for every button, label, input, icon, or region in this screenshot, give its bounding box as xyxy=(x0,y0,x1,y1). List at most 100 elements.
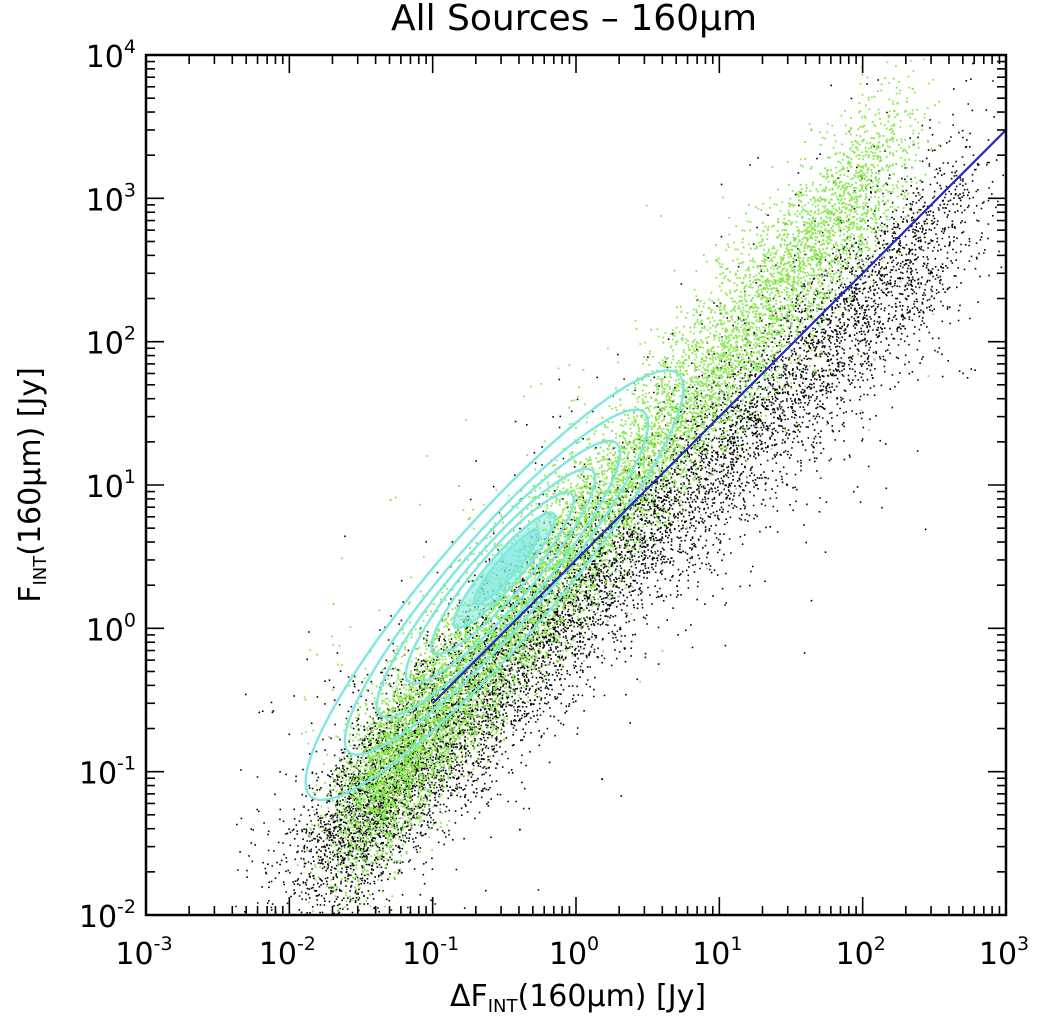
x-tick-label: 103 xyxy=(979,933,1029,972)
y-tick-label-base: 10 xyxy=(86,183,124,218)
scatter-point-black xyxy=(676,585,678,587)
x-tick-label-exp: -1 xyxy=(440,933,459,955)
x-tick-labels: 10-3 10-2 10-1 100 101 102 103 xyxy=(115,933,1029,972)
contour-level xyxy=(404,467,597,685)
scatter-point-black xyxy=(475,760,478,763)
scatter-point-green xyxy=(676,316,679,319)
scatter-point-green xyxy=(576,441,578,444)
x-tick-label-base: 10 xyxy=(549,937,587,972)
scatter-point-green xyxy=(444,585,447,588)
scatter-point-green xyxy=(553,464,556,467)
x-axis-label-suffix: (160μm) [Jy] xyxy=(518,979,707,1014)
scatter-point-black xyxy=(787,384,790,387)
scatter-point-green xyxy=(332,603,335,606)
y-tick-label-base: 10 xyxy=(79,900,117,935)
y-axis-label-suffix: (160μm) [Jy] xyxy=(13,367,48,556)
y-tick-label-base: 10 xyxy=(86,327,124,362)
scatter-point-black xyxy=(601,778,604,781)
scatter-point-green xyxy=(619,473,622,476)
scatter-point-green xyxy=(719,273,722,276)
scatter-layer xyxy=(235,58,1004,915)
scatter-point-black xyxy=(705,448,708,451)
scatter-point-green xyxy=(644,373,647,376)
y-tick-label-exp: 4 xyxy=(124,36,136,58)
scatter-point-green xyxy=(719,384,722,387)
scatter-point-green xyxy=(905,100,908,103)
scatter-point-black xyxy=(819,355,822,358)
contour-layer xyxy=(304,369,685,802)
y-axis-label-sub: INT xyxy=(30,555,51,586)
x-tick-label-base: 10 xyxy=(259,937,297,972)
y-tick-label: 100 xyxy=(86,609,136,648)
scatter-point-green xyxy=(375,685,378,688)
x-tick-label-exp: 1 xyxy=(730,933,742,955)
scatter-point-black xyxy=(762,398,765,401)
scatter-point-black xyxy=(719,427,722,430)
x-axis-label-prefix: ΔF xyxy=(450,979,488,1014)
scatter-point-black xyxy=(457,650,460,653)
contour-level xyxy=(472,529,541,606)
scatter-point-green xyxy=(475,542,478,545)
scatter-point-green xyxy=(432,642,435,645)
scatter-point-black xyxy=(762,498,765,501)
scatter-point-black xyxy=(676,473,678,476)
scatter-point-black xyxy=(905,298,908,301)
scatter-point-black xyxy=(819,441,822,444)
scatter-point-black xyxy=(644,498,647,501)
contour-level xyxy=(430,491,575,656)
chart-title: All Sources – 160μm xyxy=(391,0,757,39)
x-tick-label-exp: 0 xyxy=(587,933,599,955)
scatter-point-black xyxy=(601,534,604,537)
x-tick-label: 101 xyxy=(692,933,742,972)
x-tick-label-base: 10 xyxy=(115,937,153,972)
x-tick-label: 10-3 xyxy=(115,933,172,972)
x-tick-label-base: 10 xyxy=(836,937,874,972)
scatter-point-black xyxy=(357,728,360,731)
scatter-point-green xyxy=(697,298,700,301)
y-tick-label-exp: -2 xyxy=(117,896,136,918)
scatter-point-green xyxy=(576,516,578,519)
y-tick-label-exp: -1 xyxy=(117,753,136,775)
scatter-point-black xyxy=(432,671,435,674)
scatter-point-green xyxy=(819,173,822,176)
y-tick-label-exp: 0 xyxy=(124,609,136,631)
x-tick-label-exp: -3 xyxy=(154,933,173,955)
scatter-point-green xyxy=(457,559,460,562)
contour-level xyxy=(304,369,685,802)
x-axis-label-sub: INT xyxy=(488,996,519,1017)
scatter-point-black xyxy=(619,628,621,631)
contour-level xyxy=(343,408,650,756)
scatter-point-black xyxy=(576,550,578,553)
y-tick-label: 101 xyxy=(86,466,136,505)
y-tick-label-exp: 1 xyxy=(124,466,136,488)
scatter-point-green xyxy=(432,603,435,606)
x-tick-label: 100 xyxy=(549,933,599,972)
scatter-point-green xyxy=(619,398,622,401)
x-tick-label: 102 xyxy=(836,933,886,972)
scatter-point-black xyxy=(475,634,478,637)
y-tick-label-exp: 3 xyxy=(124,179,136,201)
y-tick-label-base: 10 xyxy=(86,40,124,75)
contour-level xyxy=(375,439,622,719)
x-tick-label-exp: 3 xyxy=(1017,933,1029,955)
scatter-point-black xyxy=(862,316,865,319)
y-axis-label: FINT(160μm) [Jy] xyxy=(13,367,51,603)
x-tick-label-base: 10 xyxy=(402,937,440,972)
scatter-point-green xyxy=(457,485,460,487)
fit-line-layer xyxy=(431,129,1007,705)
x-axis-label: ΔFINT(160μm) [Jy] xyxy=(450,979,706,1017)
y-tick-label-exp: 2 xyxy=(124,323,136,345)
x-tick-label: 10-2 xyxy=(259,933,316,972)
ticks-layer xyxy=(145,54,1007,916)
scatter-point-black xyxy=(948,241,951,244)
x-tick-label: 10-1 xyxy=(402,933,459,972)
y-tick-label: 10-1 xyxy=(79,753,136,792)
scatter-point-green xyxy=(862,155,865,158)
scatter-point-black xyxy=(532,585,535,587)
x-tick-label-base: 10 xyxy=(979,937,1017,972)
y-tick-label-base: 10 xyxy=(79,757,117,792)
y-tick-label-base: 10 xyxy=(86,470,124,505)
y-tick-label: 10-2 xyxy=(79,896,136,935)
scatter-point-black xyxy=(719,542,722,544)
